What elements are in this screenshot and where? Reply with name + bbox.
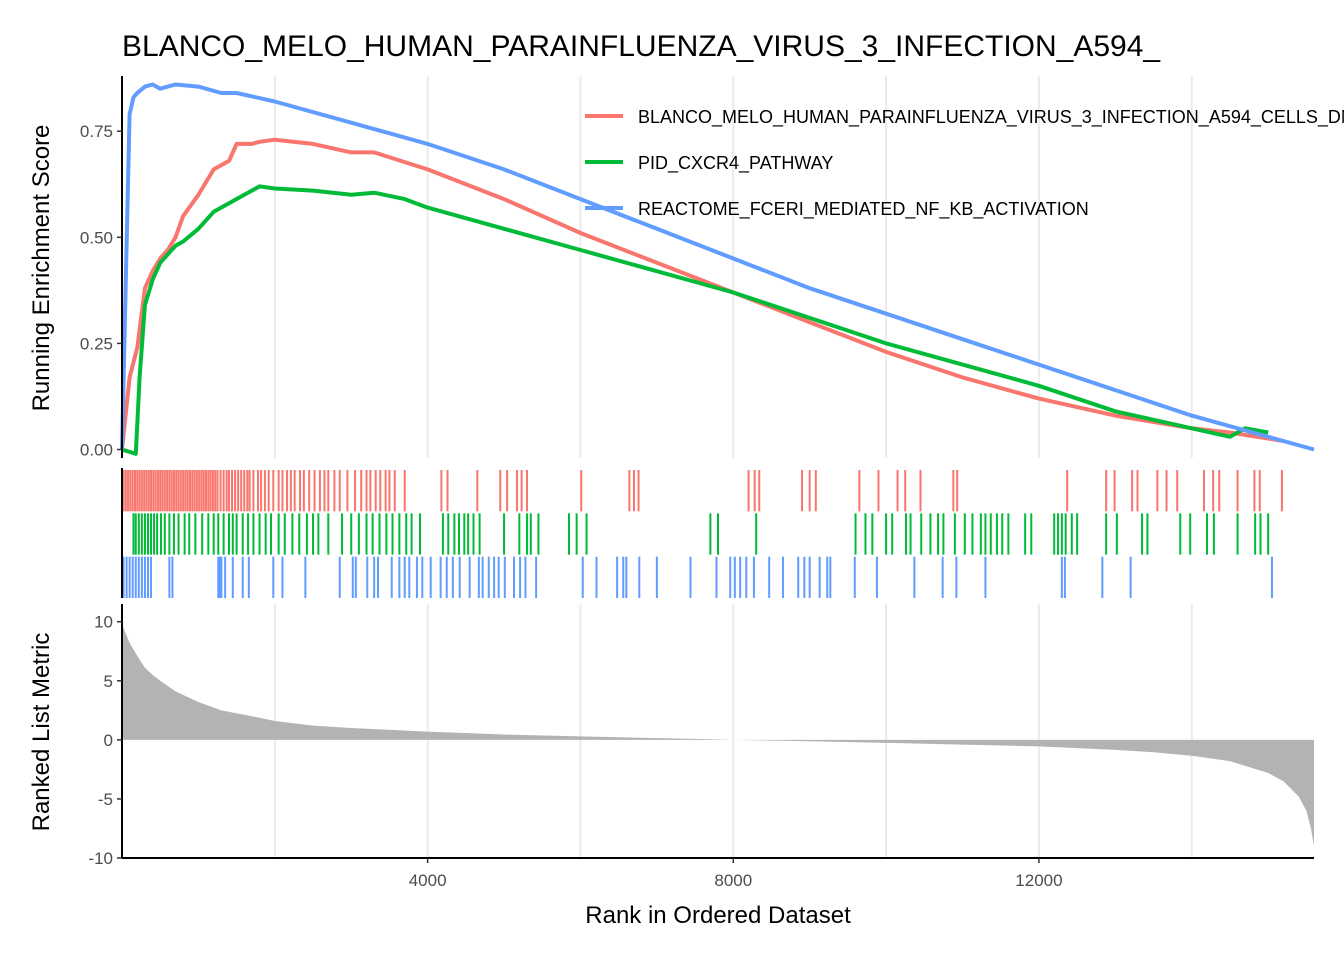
es-tick-label: 0.25 (80, 334, 113, 353)
es-tick-label: 0.00 (80, 441, 113, 460)
axes (121, 76, 1314, 859)
legend-label: PID_CXCR4_PATHWAY (638, 153, 833, 174)
legend-label: REACTOME_FCERI_MEDIATED_NF_KB_ACTIVATION (638, 199, 1089, 220)
es-tick-label: 0.50 (80, 228, 113, 247)
running-es-lines (120, 82, 1315, 456)
x-axis-title: Rank in Ordered Dataset (585, 902, 851, 929)
y-axis-title-top: Running Enrichment Score (28, 125, 55, 412)
es-gridlines (273, 76, 1193, 458)
ranked-metric-area (122, 615, 1314, 847)
es-tick-label: 0.75 (80, 122, 113, 141)
metric-tick-label: 0 (104, 731, 113, 750)
es-line (121, 184, 1269, 456)
metric-tick-label: -10 (88, 849, 113, 868)
y-axis-title-bottom: Ranked List Metric (28, 633, 55, 832)
x-tick-label: 4000 (409, 871, 447, 890)
es-line (120, 137, 1284, 450)
legend-label: BLANCO_MELO_HUMAN_PARAINFLUENZA_VIRUS_3_… (638, 107, 1344, 128)
tick-labels: 0.00 0.25 0.50 0.75 10 5 0 -5 -10 4000 8000 12000 (80, 122, 1063, 890)
metric-tick-label: 10 (94, 613, 113, 632)
hit-rug-panel (122, 470, 1283, 598)
x-tick-label: 12000 (1015, 871, 1062, 890)
metric-tick-label: -5 (98, 790, 113, 809)
x-tick-label: 8000 (714, 871, 752, 890)
metric-gridlines (273, 604, 1193, 858)
metric-area-fill (122, 615, 1314, 847)
chart-title: BLANCO_MELO_HUMAN_PARAINFLUENZA_VIRUS_3_… (122, 30, 1161, 63)
es-line (120, 82, 1315, 452)
legend: BLANCO_MELO_HUMAN_PARAINFLUENZA_VIRUS_3_… (585, 107, 1344, 220)
metric-tick-label: 5 (104, 672, 113, 691)
